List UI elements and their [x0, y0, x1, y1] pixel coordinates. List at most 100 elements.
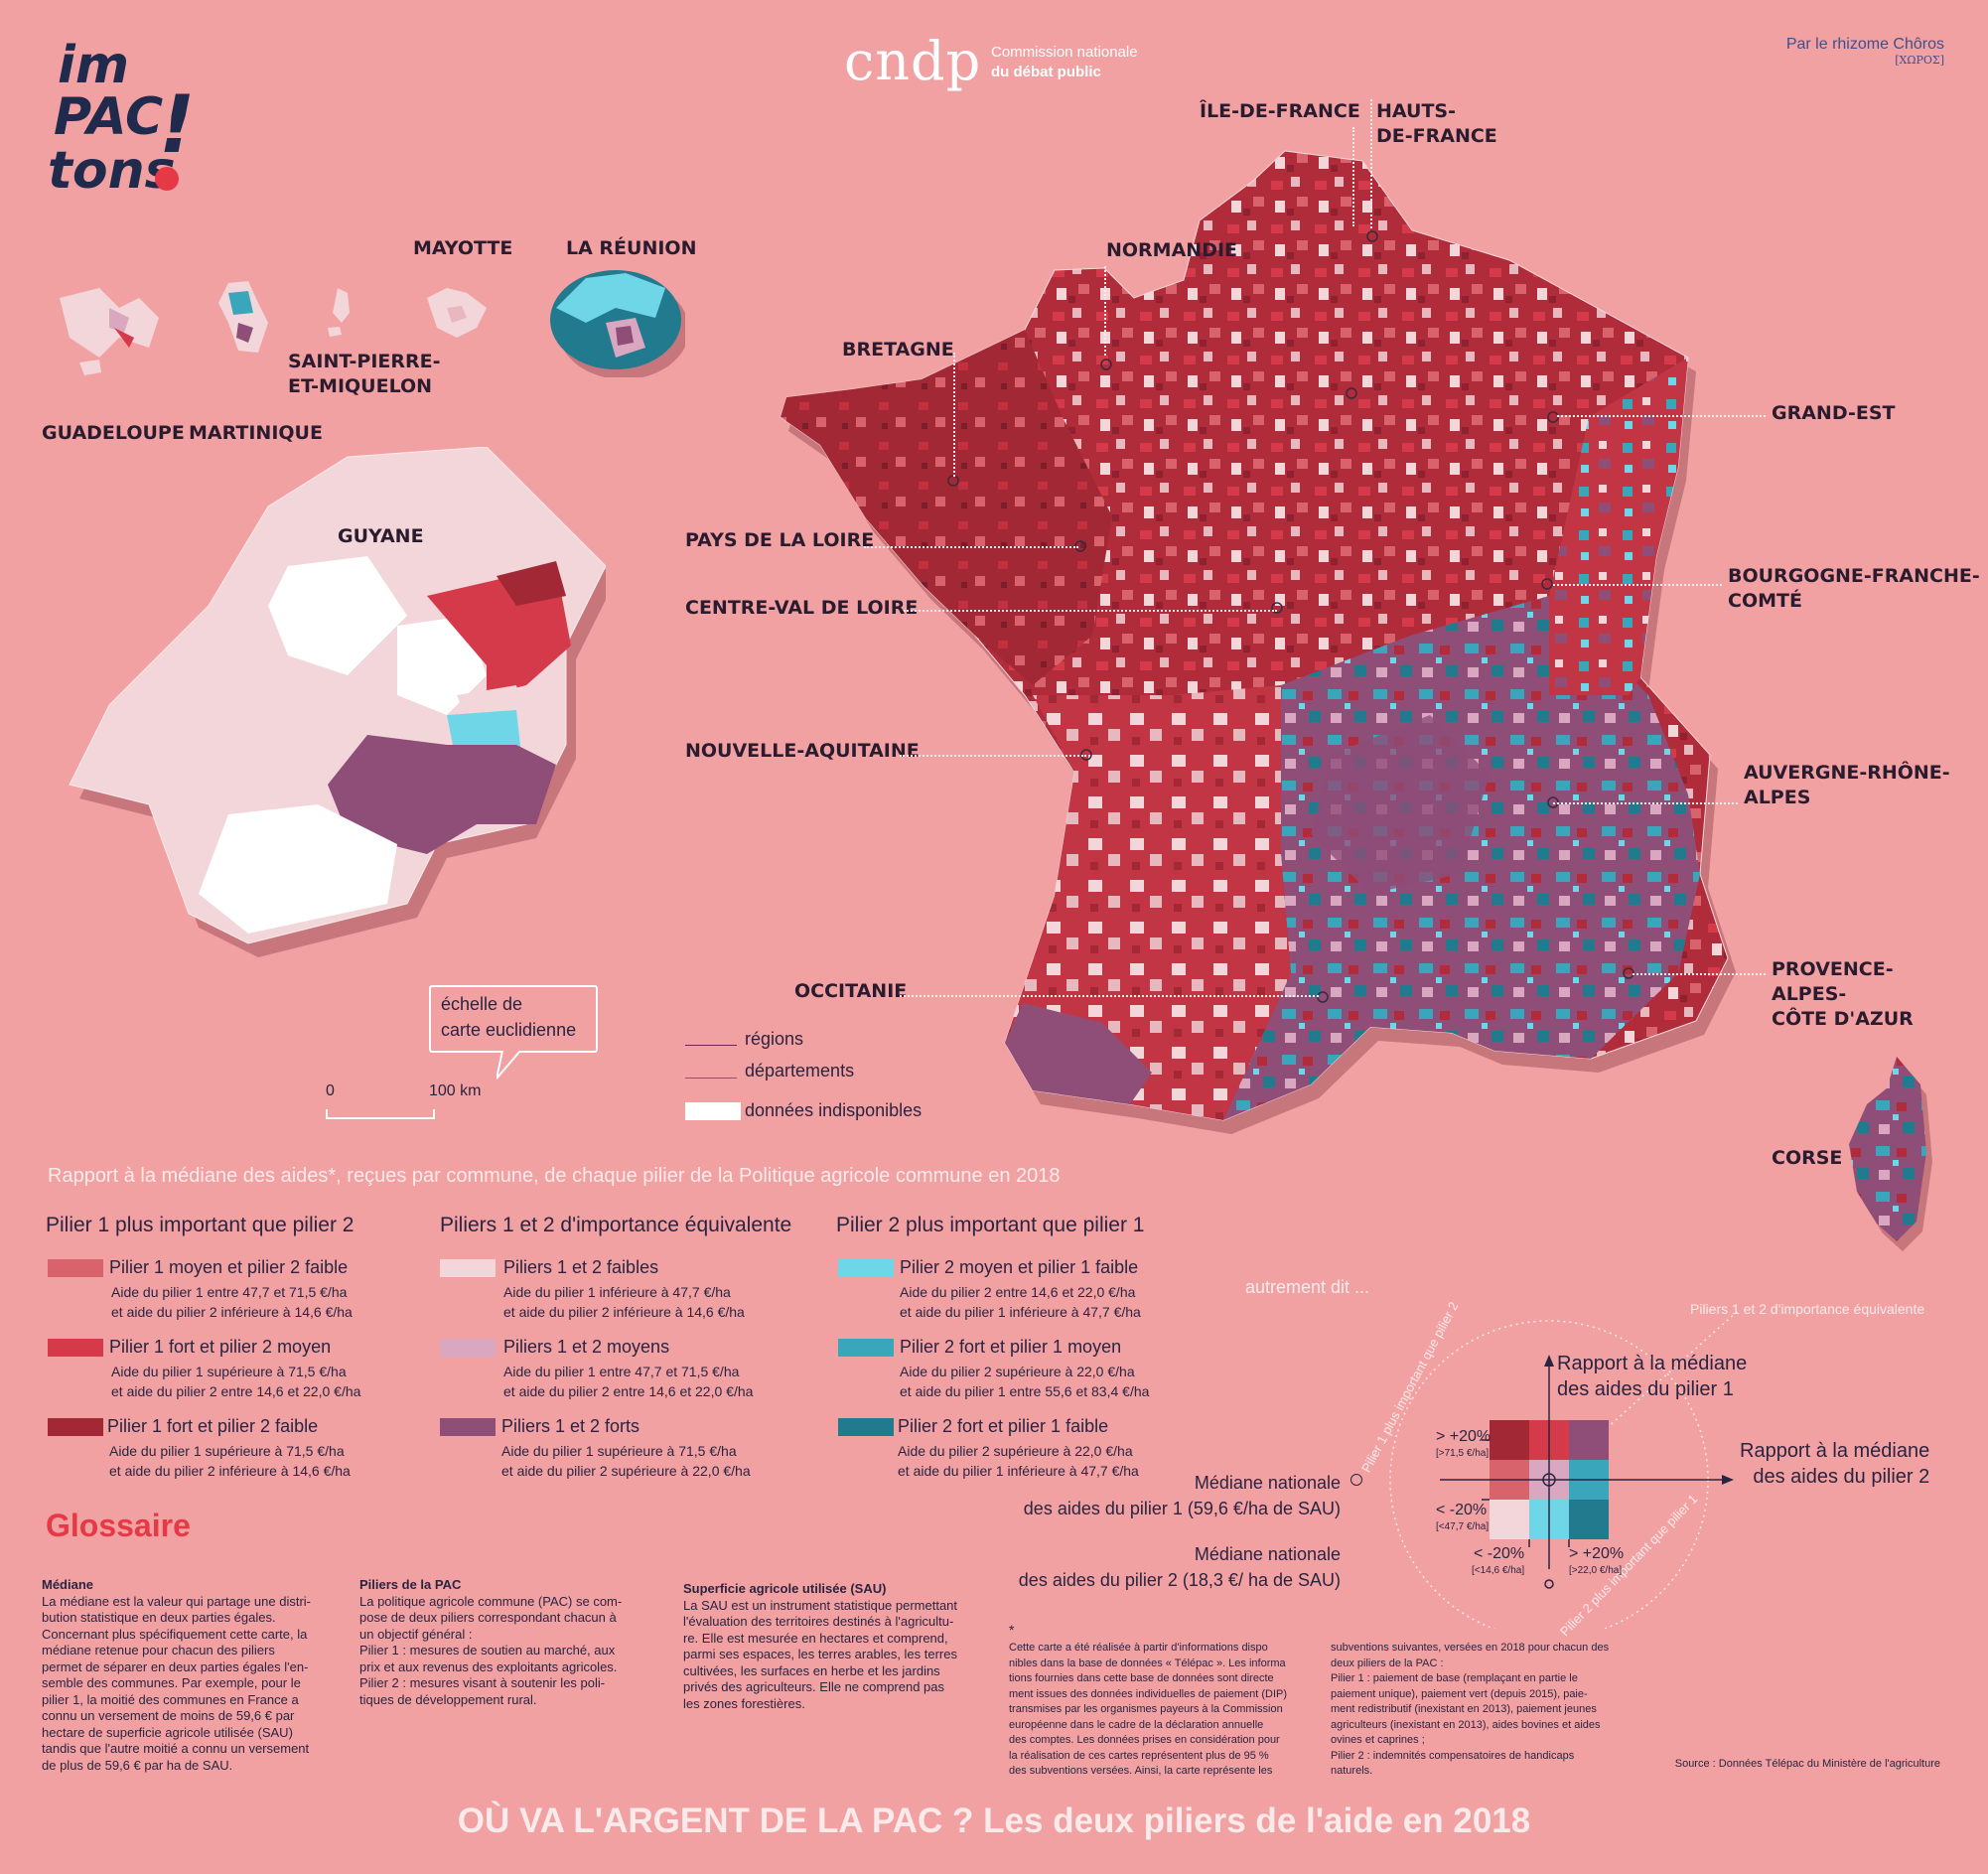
regions-key-label: régions [745, 1029, 804, 1049]
legend-item-detail: et aide du pilier 1 inférieure à 47,7 €/… [900, 1304, 1141, 1320]
grid-cell [1490, 1420, 1529, 1460]
legend-item-detail: Aide du pilier 1 supérieure à 71,5 €/ha [501, 1443, 737, 1459]
scale-label-0: 0 [326, 1082, 335, 1099]
median-p1-line-1: Médiane nationale [1194, 1473, 1341, 1493]
footer-title: OÙ VA L'ARGENT DE LA PAC ? Les deux pili… [457, 1802, 1531, 1840]
glossary-line: tiques de développement rural. [359, 1691, 537, 1707]
label-ara-line-1: AUVERGNE-RHÔNE- [1744, 762, 1950, 784]
cndp-logo: cndp Commission nationale du débat publi… [844, 32, 1162, 91]
swatch-equiv-forts [440, 1418, 496, 1436]
source-note: Source : Données Télépac du Ministère de… [1674, 1758, 1940, 1770]
legend-item-title: Pilier 2 moyen et pilier 1 faible [900, 1257, 1139, 1277]
footnote-line: ment redistributif (inexistant en 2013),… [1331, 1703, 1597, 1715]
glossary-line: pilier 1, la moitié des communes en Fran… [42, 1691, 299, 1707]
scale-note-line-2: carte euclidienne [441, 1020, 577, 1040]
la-reunion-map [550, 270, 685, 377]
regions-key-line [685, 1045, 737, 1046]
glossary-line: prix et aux revenus des exploitants agri… [359, 1658, 618, 1674]
diagram-intro: autrement dit ... [1245, 1277, 1370, 1297]
logo-text-tons: tons [48, 141, 176, 201]
glossary-piliers-head: Piliers de la PAC [359, 1577, 462, 1592]
cndp-line-1: Commission nationale [991, 44, 1138, 61]
legend-item-title: Piliers 1 et 2 moyens [503, 1337, 670, 1357]
median-p2-line-1: Médiane nationale [1194, 1544, 1341, 1564]
legend-item-detail: Aide du pilier 2 entre 14,6 et 22,0 €/ha [900, 1284, 1136, 1300]
legend-col2-head: Piliers 1 et 2 d'importance équivalente [440, 1214, 792, 1236]
legend-item-title: Pilier 1 fort et pilier 2 faible [107, 1416, 319, 1436]
legend-item-title: Pilier 2 fort et pilier 1 faible [898, 1416, 1109, 1436]
swatch-p1-moyen-p2-faible [48, 1259, 103, 1277]
leader-bretagne [953, 353, 955, 477]
glossary-line: un objectif général : [359, 1626, 473, 1642]
credit-line-1: Par le rhizome Chôros [1785, 36, 1944, 53]
legend-item-title: Pilier 1 moyen et pilier 2 faible [109, 1257, 349, 1277]
footnote-line: européenne dans le cadre de la déclarati… [1009, 1718, 1264, 1731]
footnote-line: Pilier 2 : indemnités compensatoires de … [1331, 1749, 1575, 1762]
footnote-line: naturels. [1331, 1765, 1373, 1777]
tick-p2-high: > +20% [1569, 1545, 1625, 1562]
swatch-p1-fort-p2-moyen [48, 1339, 103, 1357]
guyane-map [69, 447, 606, 957]
saint-pierre-miquelon-map [328, 288, 350, 337]
scale-note-tail [497, 1051, 521, 1080]
footnote-line: paiement unique), paiement vert (depuis … [1331, 1687, 1588, 1700]
footnote-star: * [1009, 1622, 1015, 1638]
label-spm-line-1: SAINT-PIERRE- [288, 351, 441, 372]
glossary-mediane-head: Médiane [42, 1577, 94, 1592]
label-guadeloupe: GUADELOUPE [42, 422, 185, 444]
axis-y-label-2: des aides du pilier 1 [1557, 1378, 1734, 1400]
leader-grand-est [1557, 415, 1766, 417]
label-la-reunion: LA RÉUNION [566, 237, 697, 259]
no-data-swatch [685, 1102, 741, 1120]
glossary-line: pose de deux piliers correspondant chacu… [359, 1610, 617, 1625]
scale-note-line-1: échelle de [441, 994, 523, 1014]
glossary-line: La SAU est un instrument statistique per… [683, 1597, 958, 1613]
footnote-col-2: subventions suivantes, versées en 2018 p… [1331, 1641, 1629, 1780]
label-paca-line-2: ALPES- [1772, 983, 1847, 1005]
grid-cell [1490, 1500, 1529, 1539]
glossary-line: semble des communes. Par exemple, pour l… [42, 1675, 301, 1690]
glossary-line: parmi ses espaces, les terres arables, l… [683, 1647, 957, 1661]
departements-key-line [685, 1078, 737, 1079]
quadrant-diagram [1389, 1310, 1739, 1629]
leader-normandie [1104, 266, 1106, 356]
cndp-line-2: du débat public [991, 64, 1101, 80]
glossary-line: l'évaluation des territoires destinés à … [683, 1614, 954, 1629]
author-credit: Par le rhizome Chôros [ΧΩΡΟΣ] [1786, 36, 1944, 67]
x-axis-arrow-icon [1722, 1475, 1734, 1485]
legend-item-detail: Aide du pilier 2 supérieure à 22,0 €/ha [898, 1443, 1133, 1459]
axis-x-label-2: des aides du pilier 2 [1753, 1466, 1930, 1488]
scale-note: échelle de carte euclidienne [429, 985, 598, 1053]
legend-col3-head: Pilier 2 plus important que pilier 1 [836, 1214, 1145, 1236]
label-paca-line-3: CÔTE D'AZUR [1772, 1008, 1914, 1030]
footnote-line: des comptes. Les données prises en consi… [1009, 1734, 1280, 1746]
label-bfc-line-2: COMTÉ [1728, 590, 1802, 612]
legend-item-detail: Aide du pilier 1 inférieure à 47,7 €/ha [503, 1284, 731, 1300]
legend-item-title: Pilier 2 fort et pilier 1 moyen [900, 1337, 1122, 1357]
label-bfc-line-1: BOURGOGNE-FRANCHE- [1728, 565, 1980, 587]
label-ara-line-2: ALPES [1744, 787, 1811, 808]
axis-x-label: Rapport à la médiane des aides du pilier… [1740, 1438, 1929, 1490]
glossary-line: privés des agriculteurs. Elle ne compren… [683, 1679, 945, 1694]
footnote-line: la réalisation de ces cartes représenten… [1009, 1749, 1269, 1762]
label-bretagne: BRETAGNE [842, 339, 954, 360]
footnote-line: Pilier 1 : paiement de base (remplaçant … [1331, 1672, 1578, 1684]
leader-bourgogne-franche-comte [1553, 584, 1722, 586]
scale-bar [326, 1109, 435, 1119]
median-p1-marker-icon [1350, 1474, 1362, 1486]
legend-item-detail: Aide du pilier 2 supérieure à 22,0 €/ha [900, 1364, 1135, 1379]
footnote-line: subventions suivantes, versées en 2018 p… [1331, 1642, 1610, 1654]
median-p2-label: Médiane nationale des aides du pilier 2 … [1019, 1541, 1341, 1593]
cndp-wordmark: cndp [844, 30, 982, 92]
glossary-line: de plus de 59,6 € par ha de SAU. [42, 1757, 233, 1773]
tick-p2-low-sub: [<14,6 €/ha] [1472, 1565, 1525, 1576]
glossary-line: hectare de superficie agricole utilisée … [42, 1724, 293, 1740]
glossary-sau: Superficie agricole utilisée (SAU) La SA… [683, 1581, 1001, 1712]
label-martinique: MARTINIQUE [189, 422, 323, 444]
label-centre-val-de-loire: CENTRE-VAL DE LOIRE [685, 597, 919, 619]
glossary-line: Pilier 1 : mesures de soutien au marché,… [359, 1643, 616, 1658]
tick-p1-high: > +20% [1436, 1428, 1491, 1445]
grid-cell [1569, 1500, 1609, 1539]
legend-item-title: Piliers 1 et 2 forts [501, 1416, 640, 1436]
glossary-sau-head: Superficie agricole utilisée (SAU) [683, 1581, 887, 1596]
